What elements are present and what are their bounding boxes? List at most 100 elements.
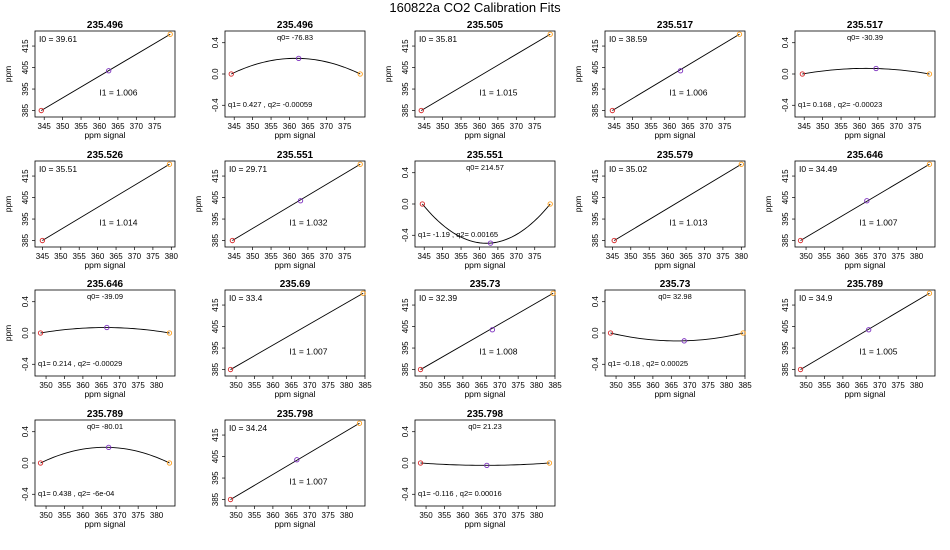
x-tick-label: 350	[419, 381, 433, 390]
x-tick-label: 370	[873, 252, 887, 261]
y-tick-label: 0.4	[401, 167, 410, 179]
fit-line	[41, 33, 171, 111]
data-point	[681, 338, 687, 344]
plot-frame	[794, 160, 936, 248]
data-point	[609, 107, 616, 114]
x-tick-label: 365	[855, 381, 869, 390]
x-tick-label: 350	[246, 252, 260, 261]
chart-panel: 235.551 345 350 355 360 365 370 375 385 395 405 415…	[193, 150, 366, 270]
data-point	[926, 71, 933, 77]
x-tick-label: 360	[93, 122, 107, 131]
panel-title: 235.789	[847, 279, 884, 290]
y-tick-label: -0.4	[401, 228, 410, 242]
y-tick-label: 405	[21, 60, 30, 74]
y-tick-label: 405	[21, 190, 30, 204]
y-tick-label: 405	[401, 60, 410, 74]
data-point	[360, 290, 366, 296]
y-tick-label: 405	[781, 190, 790, 204]
chart-panel: 235.496 345 350 355 360 365 370 375 385 395 405 415…	[3, 20, 176, 140]
x-tick-label: 345	[418, 252, 432, 261]
intercept-label: I0 = 32.39	[419, 293, 457, 303]
x-tick-label: 345	[228, 252, 242, 261]
x-tick-label: 385	[358, 381, 372, 390]
y-tick-label: 405	[211, 190, 220, 204]
x-tick-label: 345	[606, 252, 620, 261]
fit-line	[421, 33, 551, 111]
data-point	[297, 198, 304, 204]
chart-panel: 235.69 350 355 360 365 370 375 380 385 385 395 405 4…	[211, 279, 372, 399]
y-tick-label: 395	[21, 212, 30, 226]
data-point	[296, 55, 302, 62]
x-tick-label: 370	[493, 381, 507, 390]
chart-panel: 235.505 345 350 355 360 365 370 375 385 395 405 415…	[383, 20, 556, 140]
q1-q2-label: q1= 0.438 , q2= -6e-04	[38, 489, 114, 498]
x-tick-label: 355	[644, 122, 658, 131]
panel-title: 235.798	[277, 409, 314, 420]
data-point	[39, 237, 46, 244]
x-tick-label: 365	[871, 122, 885, 131]
plot-frame	[34, 160, 176, 248]
data-point	[38, 107, 44, 114]
y-tick-label: 0.0	[21, 457, 30, 469]
x-tick-label: 355	[73, 252, 87, 261]
plot-frame	[414, 289, 556, 377]
x-tick-label: 375	[321, 381, 335, 390]
plot-frame	[34, 30, 176, 118]
data-point	[106, 444, 112, 451]
chart-panel: 235.517 345 350 355 360 365 370 375 -0.4 0.0 0.4 pp…	[781, 20, 936, 140]
fit-line	[612, 33, 740, 111]
intercept-label: I0 = 34.9	[799, 293, 833, 303]
data-point	[926, 161, 933, 167]
y-tick-label: 0.4	[21, 296, 30, 308]
panel-title: 235.551	[277, 150, 314, 161]
y-tick-label: 0.0	[211, 68, 220, 80]
fit-curve	[40, 446, 170, 464]
x-tick-label: 380	[530, 511, 544, 520]
x-tick-label: 375	[511, 381, 525, 390]
x-tick-label: 370	[320, 122, 334, 131]
x-tick-label: 375	[528, 122, 542, 131]
x-tick-label: 375	[148, 122, 162, 131]
chart-panel: 235.789 350 355 360 365 370 375 380 385 395 405 415…	[781, 279, 936, 399]
y-tick-label: 415	[591, 39, 600, 53]
x-tick-label: 385	[738, 381, 752, 390]
x-tick-label: 355	[248, 381, 262, 390]
fit-curve	[802, 67, 930, 75]
x-tick-label: 370	[890, 122, 904, 131]
x-tick-label: 375	[338, 252, 352, 261]
x-tick-label: 365	[109, 252, 123, 261]
slope-label: I1 = 1.006	[99, 88, 137, 98]
x-tick-label: 360	[836, 252, 850, 261]
x-tick-label: 355	[834, 122, 848, 131]
x-tick-label: 360	[91, 252, 105, 261]
y-tick-label: -0.4	[211, 98, 220, 112]
y-tick-label: -0.4	[591, 357, 600, 371]
x-tick-label: 370	[700, 122, 714, 131]
intercept-label: I0 = 34.24	[229, 423, 267, 433]
q0-label: q0= -39.09	[87, 292, 123, 301]
page-title: 160822a CO2 Calibration Fits	[389, 0, 561, 15]
data-point	[607, 330, 614, 336]
data-point	[547, 201, 553, 207]
x-tick-label: 365	[475, 381, 489, 390]
x-tick-label: 380	[910, 381, 924, 390]
panel-title: 235.526	[87, 150, 124, 161]
y-tick-label: 0.4	[21, 426, 30, 438]
panel-title: 235.798	[467, 409, 504, 420]
y-tick-label: -0.4	[21, 487, 30, 501]
x-tick-label: 370	[683, 381, 697, 390]
y-tick-label: 0.0	[401, 457, 410, 469]
x-tick-label: 375	[716, 252, 730, 261]
fit-line	[230, 292, 364, 370]
fit-curve	[231, 57, 361, 75]
y-tick-label: 415	[401, 298, 410, 312]
slope-label: I1 = 1.013	[669, 218, 707, 228]
x-tick-label: 375	[718, 122, 732, 131]
x-tick-label: 380	[150, 511, 164, 520]
y-tick-label: 395	[211, 341, 220, 355]
x-tick-label: 345	[228, 122, 242, 131]
x-axis-label: ppm signal	[464, 389, 505, 399]
panel-title: 235.646	[847, 150, 884, 161]
x-tick-label: 365	[679, 252, 693, 261]
y-axis-label: ppm	[763, 196, 773, 213]
